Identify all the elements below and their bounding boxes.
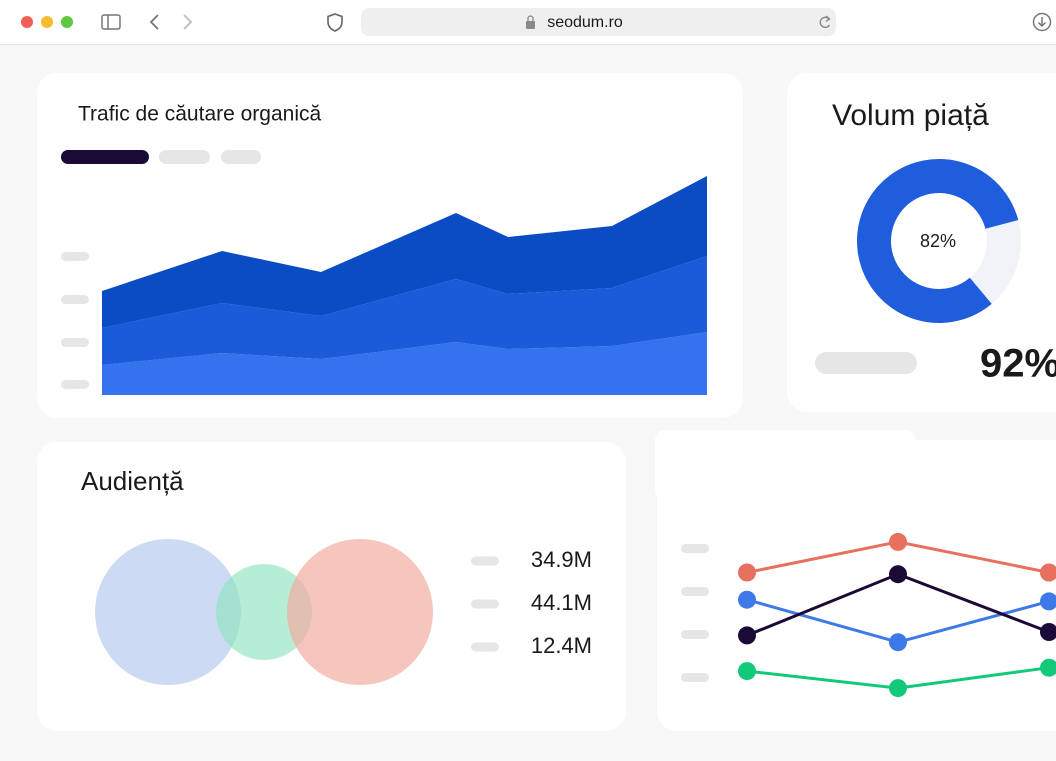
url: seodum.ro xyxy=(547,14,623,31)
axis-placeholder xyxy=(61,380,89,389)
forward-button[interactable] xyxy=(183,14,193,30)
venn xyxy=(95,539,433,685)
back-button[interactable] xyxy=(149,14,159,30)
axis-placeholder xyxy=(681,587,709,596)
donut-chart xyxy=(856,158,1021,323)
point xyxy=(1040,592,1056,611)
stat-placeholder xyxy=(471,599,499,609)
trends-tab xyxy=(655,430,915,500)
point xyxy=(1040,658,1056,677)
market-card xyxy=(787,73,1056,412)
stat-value: 44.1M xyxy=(531,590,592,615)
stat-value: 34.9M xyxy=(531,547,592,572)
area xyxy=(102,176,707,328)
market-title: Volum piață xyxy=(832,99,989,132)
legend-pill xyxy=(221,150,261,164)
stat-value: 12.4M xyxy=(531,633,592,658)
point xyxy=(1040,623,1056,641)
stat-placeholder xyxy=(471,556,499,566)
market-stat: 92% xyxy=(980,342,1056,386)
audience-title: Audiență xyxy=(81,466,184,496)
point xyxy=(889,565,907,584)
reload-button[interactable] xyxy=(819,15,831,29)
point xyxy=(889,633,907,652)
sidebar-button[interactable] xyxy=(101,14,121,30)
venn-circle xyxy=(95,539,241,685)
axis-placeholder xyxy=(681,673,709,682)
axis-placeholder xyxy=(61,338,89,347)
stat-placeholder xyxy=(815,352,917,374)
axis-placeholder xyxy=(681,630,709,639)
point xyxy=(738,626,756,645)
lock-icon xyxy=(526,15,535,29)
trends-card xyxy=(657,440,1056,731)
close-button[interactable] xyxy=(21,16,33,28)
zoom-button[interactable] xyxy=(61,16,73,28)
minimize-button[interactable] xyxy=(41,16,53,28)
stat-placeholder xyxy=(471,642,499,652)
traffic-title: Trafic de căutare organică xyxy=(78,103,322,126)
venn-circle xyxy=(216,564,312,660)
legend-pill xyxy=(159,150,210,164)
area xyxy=(102,332,707,395)
venn-circle xyxy=(287,539,433,685)
area-chart xyxy=(102,176,707,395)
axis-placeholder xyxy=(61,252,89,261)
point xyxy=(738,563,756,582)
download-button[interactable] xyxy=(1032,12,1052,32)
donut-arc xyxy=(856,158,1019,323)
area xyxy=(102,256,707,365)
axis-placeholder xyxy=(61,295,89,304)
donut-label: 82% xyxy=(920,231,956,251)
stats-list: 34.9M 44.1M 12.4M xyxy=(471,547,592,658)
privacy-icon[interactable] xyxy=(327,13,343,32)
point xyxy=(738,662,756,681)
axis-placeholder xyxy=(681,544,709,553)
legend-pill xyxy=(61,150,149,164)
point xyxy=(889,532,907,551)
line-chart xyxy=(738,532,1056,698)
point xyxy=(1040,563,1056,582)
point xyxy=(889,679,907,698)
address-bar[interactable] xyxy=(361,8,836,36)
point xyxy=(738,590,756,609)
